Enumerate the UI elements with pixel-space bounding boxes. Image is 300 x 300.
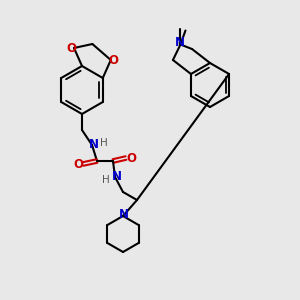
Text: N: N [89,139,99,152]
Text: N: N [119,208,129,220]
Text: O: O [66,41,76,55]
Text: O: O [73,158,83,170]
Text: H: H [102,175,110,185]
Text: N: N [175,36,184,49]
Text: N: N [112,170,122,184]
Text: O: O [109,53,119,67]
Text: H: H [100,138,108,148]
Text: O: O [126,152,136,164]
